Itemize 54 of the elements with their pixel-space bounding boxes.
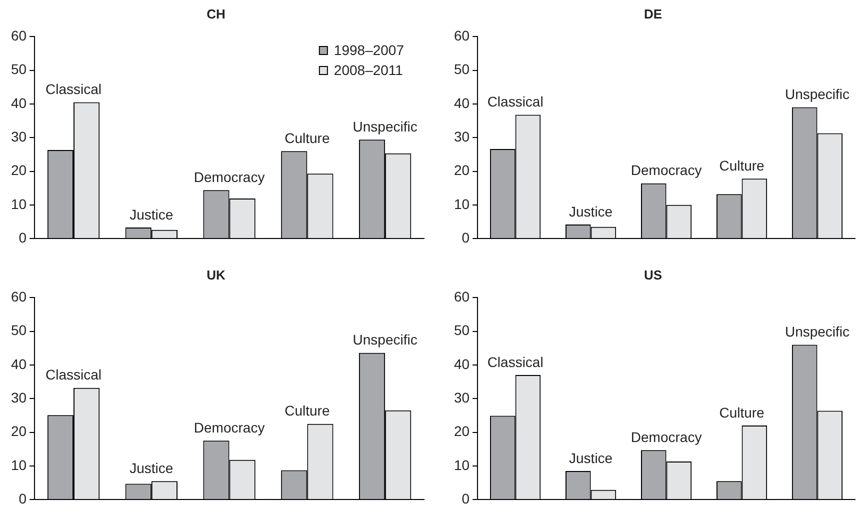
- y-tick-label: 30: [454, 128, 470, 144]
- y-tick-label: 10: [10, 456, 27, 473]
- legend-label: 1998–2007: [334, 42, 404, 58]
- x-tick-label: Classical: [487, 94, 544, 110]
- x-tick-label: Democracy: [194, 420, 265, 436]
- x-tick-label: Unspecific: [352, 332, 418, 348]
- legend-label: 2008–2011: [334, 62, 404, 78]
- y-tick-label: 20: [454, 423, 470, 440]
- x-tick-label: Culture: [719, 158, 765, 174]
- y-tick-label: 60: [454, 288, 470, 304]
- y-tick-label: 40: [10, 356, 27, 372]
- y-tick-label: 60: [10, 27, 27, 44]
- y-tick-label: 0: [462, 229, 470, 246]
- x-tick-label: Democracy: [194, 168, 265, 185]
- y-tick-label: 40: [10, 94, 27, 111]
- y-tick-label: 50: [10, 322, 27, 338]
- x-tick-label: Culture: [284, 402, 330, 419]
- chart-title: UK: [206, 267, 226, 282]
- y-tick-label: 40: [454, 94, 470, 111]
- x-tick-label: Culture: [284, 130, 330, 146]
- x-tick-label: Classical: [46, 81, 102, 98]
- x-tick-label: Justice: [130, 206, 174, 222]
- y-tick-label: 60: [10, 288, 27, 304]
- x-tick-label: Democracy: [630, 428, 702, 445]
- y-tick-label: 10: [454, 196, 470, 212]
- y-tick-label: 20: [10, 162, 27, 178]
- y-tick-label: 60: [454, 27, 470, 44]
- y-tick-label: 50: [454, 322, 470, 338]
- y-tick-label: 0: [462, 490, 470, 506]
- x-tick-label: Democracy: [630, 162, 702, 178]
- x-tick-label: Unspecific: [784, 324, 850, 340]
- chart-title: CH: [206, 6, 226, 22]
- y-tick-label: 10: [10, 196, 27, 212]
- y-tick-label: 30: [454, 389, 470, 406]
- y-tick-label: 50: [454, 61, 470, 78]
- y-tick-label: 20: [10, 423, 27, 440]
- x-tick-label: Culture: [719, 404, 765, 420]
- y-tick-label: 40: [454, 356, 470, 372]
- y-tick-label: 10: [454, 456, 470, 473]
- x-tick-label: Justice: [569, 203, 613, 220]
- y-tick-label: 30: [10, 389, 27, 406]
- y-tick-label: 30: [10, 128, 27, 144]
- y-tick-label: 0: [18, 229, 27, 246]
- chart-title: DE: [644, 6, 662, 22]
- y-tick-label: 0: [18, 490, 27, 506]
- chart-title: US: [644, 267, 662, 282]
- y-tick-label: 50: [10, 61, 27, 78]
- x-tick-label: Unspecific: [352, 118, 418, 134]
- x-tick-label: Justice: [130, 460, 174, 476]
- x-tick-label: Classical: [46, 366, 102, 383]
- x-tick-label: Unspecific: [784, 86, 850, 102]
- x-tick-label: Justice: [569, 450, 613, 466]
- x-tick-label: Classical: [487, 354, 544, 370]
- y-tick-label: 20: [454, 162, 470, 178]
